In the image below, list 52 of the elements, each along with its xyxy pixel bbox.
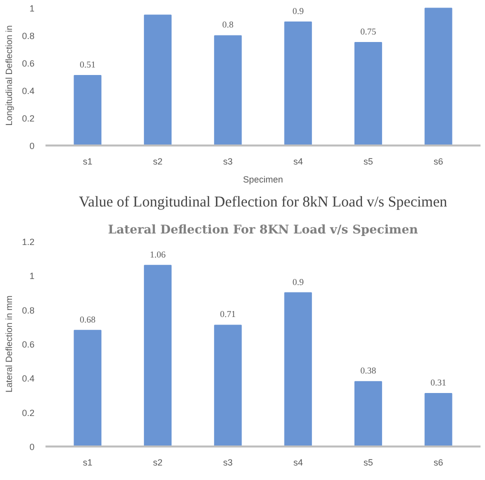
data-label: 0.68 (80, 314, 96, 324)
y-tick-label: 0 (29, 141, 35, 151)
y-axis-title: Lateral Deflection in mm (4, 295, 14, 393)
x-tick-label: s2 (153, 156, 163, 166)
x-tick-label: s6 (434, 458, 444, 468)
data-label: 0.71 (220, 309, 236, 320)
x-tick-label: s3 (223, 156, 233, 166)
y-tick-label: 0.4 (22, 374, 35, 384)
x-tick-label: s2 (153, 458, 163, 468)
data-label: 1.06 (150, 249, 166, 260)
x-tick-label: s1 (82, 156, 92, 166)
data-label: 0.75 (360, 26, 377, 37)
y-tick-label: 0.2 (22, 114, 35, 124)
x-tick-label: s3 (223, 458, 233, 468)
y-tick-label: 0 (29, 442, 35, 452)
data-label: 0.8 (222, 20, 234, 30)
x-axis-title: Specimen (242, 174, 284, 184)
y-tick-label: 1 (29, 4, 35, 14)
bar (144, 14, 172, 146)
x-tick-label: s1 (82, 458, 92, 468)
x-tick-label: s6 (434, 156, 444, 166)
y-tick-label: 0.6 (22, 58, 35, 69)
bar (284, 292, 312, 446)
y-tick-label: 0.8 (22, 305, 35, 316)
bar (354, 42, 382, 146)
x-tick-label: s5 (363, 156, 374, 166)
bar (284, 21, 312, 146)
bar (424, 393, 452, 446)
x-tick-label: s4 (293, 458, 303, 468)
data-label: 0.38 (360, 366, 377, 376)
data-label: 0.51 (80, 60, 96, 70)
chart-title: Lateral Deflection For 8KN Load v/s Specimen (108, 222, 418, 236)
bar (144, 264, 172, 446)
bar (74, 75, 102, 146)
x-tick-label: s5 (363, 458, 374, 468)
data-label: 0.31 (430, 378, 446, 388)
bar (354, 381, 382, 446)
y-tick-label: 0.6 (22, 340, 35, 350)
bar (424, 8, 452, 146)
y-tick-label: 0.4 (22, 86, 35, 96)
bar (214, 35, 242, 146)
bar (74, 330, 102, 446)
y-tick-label: 0.8 (22, 31, 35, 42)
y-tick-label: 1.2 (22, 237, 35, 247)
data-label: 0.9 (292, 6, 304, 16)
text: Value of Longitudinal Deflection for 8kN Load v/s Specimen (78, 194, 448, 210)
y-axis-title: Longitudinal Deflection in (4, 25, 14, 126)
y-tick-label: 0.2 (22, 408, 35, 418)
data-label: 0.9 (292, 276, 304, 287)
bar (214, 324, 242, 446)
x-tick-label: s4 (293, 156, 303, 166)
y-tick-label: 1 (29, 271, 35, 282)
